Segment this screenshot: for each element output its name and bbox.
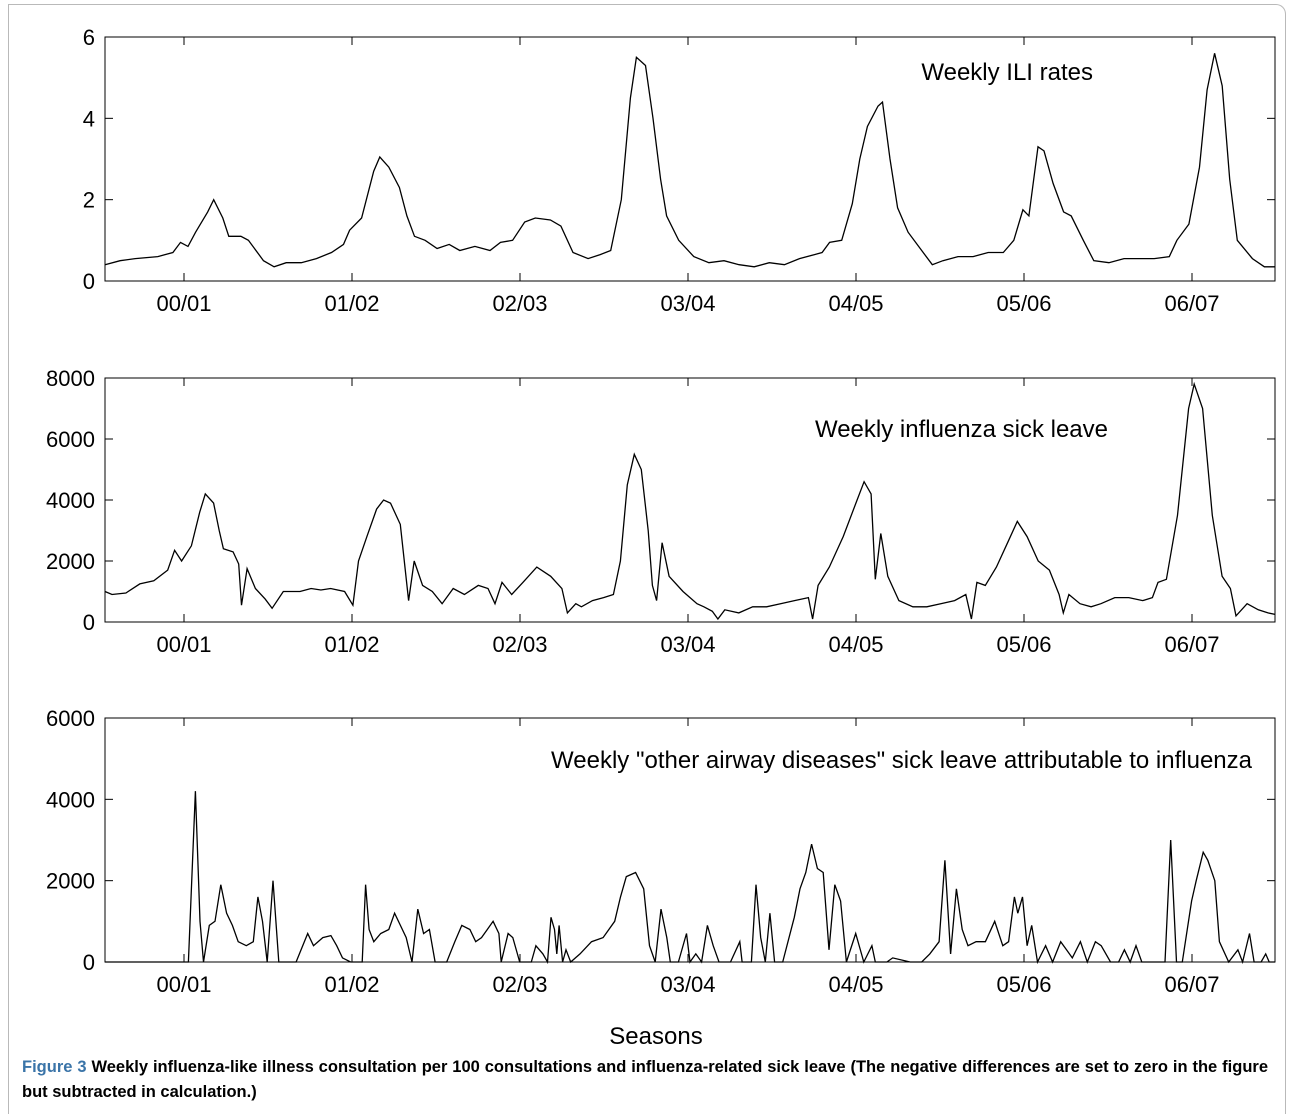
x-tick-label: 00/01 [156, 632, 211, 657]
panel-influenza-sick-leave: Weekly influenza sick leave 0 2000 4000 600… [46, 366, 1276, 657]
x-tick-label: 02/03 [492, 632, 547, 657]
x-tick-label: 06/07 [1164, 972, 1219, 997]
x-tick-label: 05/06 [996, 291, 1051, 316]
x-tick-label: 04/05 [828, 632, 883, 657]
panel-other-airway-sick-leave: Weekly "other airway diseases" sick leav… [46, 706, 1276, 997]
figure-caption: Figure 3 Weekly influenza-like illness c… [22, 1055, 1268, 1105]
x-tick-label: 04/05 [828, 291, 883, 316]
x-tick-label: 06/07 [1164, 632, 1219, 657]
figure-frame [8, 4, 1286, 1114]
x-tick-label: 01/02 [324, 972, 379, 997]
x-tick-label: 02/03 [492, 972, 547, 997]
y-tick-label: 0 [83, 950, 95, 975]
x-tick-label: 04/05 [828, 972, 883, 997]
y-tick-label: 4 [83, 106, 95, 131]
panel-ili-rates-axes-box [104, 36, 1276, 282]
x-tick-label: 05/06 [996, 632, 1051, 657]
caption-text: Weekly influenza-like illness consultati… [22, 1058, 1268, 1101]
y-tick-label: 2000 [46, 549, 95, 574]
x-tick-label: 01/02 [324, 291, 379, 316]
panel-other-airway-sick-leave-title: Weekly "other airway diseases" sick leav… [551, 747, 1253, 774]
x-tick-label: 02/03 [492, 291, 547, 316]
y-tick-label: 0 [83, 269, 95, 294]
x-tick-label: 06/07 [1164, 291, 1219, 316]
y-tick-label: 6000 [46, 427, 95, 452]
y-tick-label: 0 [83, 610, 95, 635]
x-axis-label: Seasons [609, 1023, 702, 1050]
caption-label: Figure 3 [22, 1058, 87, 1076]
y-tick-label: 4000 [46, 787, 95, 812]
x-tick-label: 00/01 [156, 972, 211, 997]
other-airway-sick-leave-line [105, 791, 1275, 965]
x-tick-label: 03/04 [660, 291, 715, 316]
y-tick-label: 6000 [46, 706, 95, 731]
x-tick-label: 03/04 [660, 632, 715, 657]
panel-ili-rates: Weekly ILI rates 0 2 4 6 00/01 01/02 02/03 03/… [83, 25, 1276, 316]
x-tick-label: 03/04 [660, 972, 715, 997]
panel-influenza-sick-leave-title: Weekly influenza sick leave [815, 416, 1108, 443]
y-tick-label: 8000 [46, 366, 95, 391]
y-tick-label: 2000 [46, 869, 95, 894]
panel-influenza-sick-leave-axes-box [104, 377, 1276, 623]
x-tick-label: 05/06 [996, 972, 1051, 997]
x-tick-label: 01/02 [324, 632, 379, 657]
y-tick-label: 6 [83, 25, 95, 50]
panel-ili-rates-title: Weekly ILI rates [921, 59, 1093, 86]
y-tick-label: 2 [83, 188, 95, 213]
influenza-sick-leave-line [104, 381, 1276, 621]
y-tick-label: 4000 [46, 488, 95, 513]
ili-rates-line [104, 53, 1275, 268]
x-tick-label: 00/01 [156, 291, 211, 316]
